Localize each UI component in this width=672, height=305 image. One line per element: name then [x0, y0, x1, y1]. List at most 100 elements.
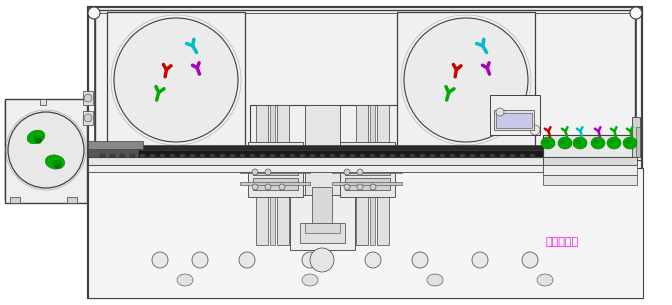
Circle shape	[88, 7, 100, 19]
Bar	[543, 135, 637, 157]
Circle shape	[357, 184, 363, 190]
Bar	[140, 154, 145, 157]
Bar	[490, 95, 540, 135]
Bar	[380, 154, 385, 157]
Ellipse shape	[537, 274, 553, 286]
Bar	[210, 154, 215, 157]
Ellipse shape	[27, 130, 45, 144]
Bar	[260, 154, 265, 157]
Circle shape	[472, 252, 488, 268]
Circle shape	[496, 108, 504, 116]
Bar	[270, 154, 275, 157]
Bar	[390, 154, 395, 157]
Bar	[253, 148, 298, 160]
Bar	[270, 105, 275, 245]
Ellipse shape	[53, 160, 61, 167]
Bar	[420, 154, 425, 157]
Bar	[490, 154, 495, 157]
Bar	[312, 187, 332, 237]
Bar	[280, 154, 285, 157]
Bar	[277, 105, 289, 245]
Circle shape	[630, 7, 642, 19]
Bar	[180, 154, 185, 157]
Bar	[67, 197, 77, 203]
Bar	[110, 154, 115, 157]
Circle shape	[310, 248, 334, 272]
Circle shape	[8, 112, 84, 188]
Bar	[200, 154, 205, 157]
Text: 成品输送线: 成品输送线	[545, 237, 578, 247]
Bar	[160, 154, 165, 157]
Ellipse shape	[575, 139, 581, 145]
Ellipse shape	[609, 139, 615, 145]
Ellipse shape	[427, 274, 443, 286]
Bar	[345, 163, 390, 175]
Circle shape	[302, 252, 318, 268]
Bar	[332, 146, 402, 149]
Bar	[350, 154, 355, 157]
Bar	[300, 223, 345, 243]
Bar	[332, 182, 402, 185]
Circle shape	[84, 94, 92, 102]
Ellipse shape	[45, 155, 65, 169]
Bar	[40, 99, 46, 105]
Circle shape	[370, 184, 376, 190]
Bar	[253, 178, 298, 190]
Ellipse shape	[573, 137, 587, 149]
Bar	[107, 12, 245, 148]
Bar	[440, 154, 445, 157]
Bar	[240, 182, 310, 185]
Bar	[250, 105, 440, 245]
Bar	[305, 105, 340, 245]
Bar	[632, 117, 640, 157]
Bar	[330, 154, 335, 157]
Ellipse shape	[302, 274, 318, 286]
Bar	[88, 141, 143, 149]
Circle shape	[279, 184, 285, 190]
Bar	[88, 7, 642, 298]
Ellipse shape	[560, 139, 566, 145]
Bar	[150, 154, 155, 157]
Ellipse shape	[623, 137, 637, 149]
Ellipse shape	[543, 139, 549, 145]
Bar	[220, 154, 225, 157]
Bar	[370, 105, 375, 245]
Circle shape	[239, 252, 255, 268]
Bar	[253, 163, 298, 175]
Circle shape	[344, 169, 350, 175]
Circle shape	[252, 184, 258, 190]
Bar	[290, 154, 295, 157]
Bar	[332, 170, 402, 173]
Circle shape	[530, 125, 540, 135]
Bar	[370, 154, 375, 157]
Bar	[95, 10, 635, 165]
Circle shape	[522, 252, 538, 268]
Bar	[320, 154, 325, 157]
Circle shape	[114, 18, 238, 142]
Bar	[340, 142, 395, 197]
Bar	[450, 154, 455, 157]
Bar	[240, 154, 245, 157]
Bar	[377, 105, 389, 245]
Bar	[88, 168, 643, 298]
Bar	[520, 154, 525, 157]
Bar	[480, 154, 485, 157]
Circle shape	[412, 252, 428, 268]
Ellipse shape	[34, 136, 42, 142]
Circle shape	[357, 169, 363, 175]
Bar	[88, 147, 543, 157]
Bar	[240, 158, 310, 161]
Circle shape	[265, 169, 271, 175]
Bar	[170, 154, 175, 157]
Circle shape	[36, 138, 42, 143]
Bar	[83, 111, 93, 125]
Bar	[636, 127, 640, 157]
Bar	[543, 157, 637, 165]
Bar	[5, 100, 87, 200]
Bar	[400, 154, 405, 157]
Bar	[88, 142, 138, 157]
Bar	[10, 197, 20, 203]
Bar	[190, 154, 195, 157]
Bar	[240, 146, 310, 149]
Bar	[360, 154, 365, 157]
